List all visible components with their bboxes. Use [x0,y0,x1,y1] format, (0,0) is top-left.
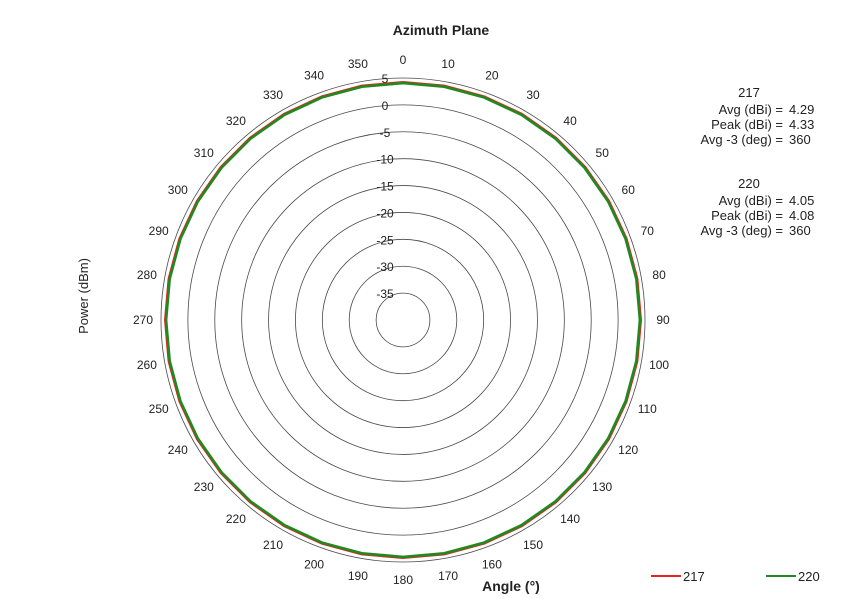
angle-tick-label: 10 [441,57,455,71]
grid-circle [187,104,619,536]
radial-tick-label: 0 [382,99,389,113]
angle-tick-label: 300 [168,183,188,197]
angle-tick-label: 330 [263,88,283,102]
angle-tick-label: 60 [622,183,636,197]
grid-circle [375,292,431,348]
grid-circle [214,131,592,509]
radial-tick-label: -20 [376,206,394,220]
grid-circle [268,185,538,455]
angle-tick-label: 320 [226,114,246,128]
angle-tick-label: 180 [393,573,413,587]
angle-tick-label: 290 [149,224,169,238]
grid-circle [160,77,646,563]
stats-row: Avg -3 (deg) = 360 [660,223,838,238]
legend-label-217: 217 [683,569,705,584]
stats-value: 4.29 [789,102,815,117]
angle-tick-label: 220 [226,512,246,526]
stats-block-220: 220 Avg (dBi) = 4.05 Peak (dBi) = 4.08 Avg… [660,176,838,238]
stats-value: 360 [789,223,811,238]
angle-tick-label: 340 [304,69,324,83]
angle-tick-label: 120 [618,443,638,457]
radial-tick-label: -10 [376,153,394,167]
angle-tick-label: 310 [194,146,214,160]
legend-label-220: 220 [798,569,820,584]
angle-tick-labels: 0 102030405060708090100110120130140150160… [133,53,670,587]
stats-label: Peak (dBi) = [711,117,783,132]
angle-tick-label: 110 [638,402,657,416]
stats-row: Peak (dBi) = 4.33 [660,117,838,132]
stats-series-name: 220 [738,176,760,191]
stats-row: Avg (dBi) = 4.29 [660,102,838,117]
angle-tick-label: 280 [137,268,157,282]
angle-tick-label: 160 [482,557,502,571]
stats-row: Avg (dBi) = 4.05 [660,193,838,208]
angle-tick-label: 200 [304,557,324,571]
stats-label: Avg -3 (deg) = [700,132,783,147]
angle-tick-label: 190 [348,569,368,583]
angle-tick-label: 260 [137,358,157,372]
angle-tick-label: 0 [400,53,407,67]
stats-label: Avg (dBi) = [718,193,783,208]
legend: 217 220 [651,569,820,584]
polar-grid [160,77,646,563]
grid-circle [348,265,458,375]
y-axis-label: Power (dBm) [76,258,91,334]
angle-tick-label: 250 [149,402,169,416]
stats-row: Avg -3 (deg) = 360 [660,132,838,147]
stats-block-217: 217 Avg (dBi) = 4.29 Peak (dBi) = 4.33 Avg… [660,85,838,147]
angle-tick-label: 40 [563,114,577,128]
radial-tick-label: -25 [376,233,394,247]
angle-tick-label: 230 [194,480,214,494]
angle-tick-label: 130 [592,480,612,494]
angle-tick-label: 20 [485,69,499,83]
stats-row: Peak (dBi) = 4.08 [660,208,838,223]
angle-tick-label: 140 [560,512,580,526]
stats-label: Peak (dBi) = [711,208,783,223]
grid-circle [321,238,485,402]
angle-tick-label: 240 [168,443,188,457]
angle-tick-label: 50 [596,146,610,160]
radial-tick-label: -30 [376,260,394,274]
angle-tick-label: 210 [263,538,283,552]
radial-tick-label: -15 [376,180,394,194]
angle-tick-label: 270 [133,313,153,327]
angle-tick-label: 100 [649,358,669,372]
series-lines [163,81,643,560]
stats-label: Avg (dBi) = [718,102,783,117]
stats-value: 360 [789,132,811,147]
radial-tick-label: 5 [382,72,389,86]
stats-value: 4.05 [789,193,815,208]
radial-tick-label: -35 [376,287,394,301]
angle-tick-label: 80 [652,268,666,282]
angle-tick-label: 170 [438,569,458,583]
stats-value: 4.33 [789,117,815,132]
angle-tick-label: 30 [526,88,540,102]
chart-title: Azimuth Plane [393,22,490,38]
angle-tick-label: 150 [523,538,543,552]
angle-tick-label: 90 [656,313,670,327]
radial-tick-labels: 5 0 -5 -10 -15 -20 -25 -30 -35 [376,72,394,301]
radial-tick-label: -5 [380,126,391,140]
angle-tick-label: 70 [641,224,655,238]
stats-label: Avg -3 (deg) = [700,223,783,238]
series-line-220 [164,81,642,559]
grid-circle [241,158,565,482]
x-axis-label: Angle (°) [482,578,540,594]
stats-series-name: 217 [738,85,760,100]
grid-circle [295,212,511,428]
angle-tick-label: 350 [348,57,368,71]
stats-value: 4.08 [789,208,815,223]
